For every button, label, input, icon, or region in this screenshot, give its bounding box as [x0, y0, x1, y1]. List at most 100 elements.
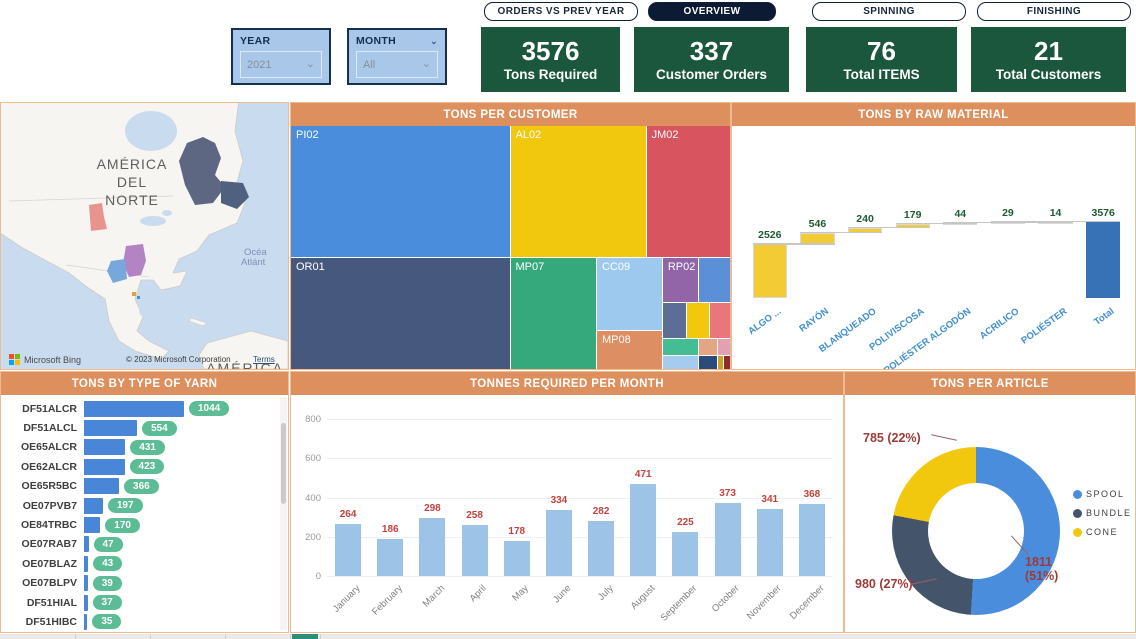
treemap-cell-cc09[interactable]: CC09	[595, 257, 664, 333]
month-bar-november[interactable]	[756, 509, 783, 576]
yarn-scrollbar[interactable]	[280, 397, 287, 630]
treemap-cell[interactable]	[698, 257, 730, 304]
treemap-cell-rp02[interactable]: RP02	[661, 257, 701, 304]
month-bar-june[interactable]	[545, 510, 572, 576]
month-bar-december[interactable]	[798, 503, 825, 576]
month-bar-february[interactable]	[377, 539, 404, 576]
legend-item-spool[interactable]: SPOOL	[1073, 489, 1132, 499]
treemap-cell[interactable]	[716, 337, 730, 358]
month-value-label: 264	[339, 509, 357, 521]
yarn-bar[interactable]	[84, 497, 103, 514]
month-value-label: 373	[719, 487, 736, 499]
month-bar-march[interactable]	[419, 517, 446, 576]
waterfall-bar-0[interactable]	[752, 244, 787, 298]
north-america-map[interactable]: AMÉRICA DEL NORTE Océa Atlánt	[1, 103, 288, 369]
yarn-row-oe65alcr: OE65ALCR 431	[1, 438, 288, 457]
treemap-cell[interactable]	[661, 301, 689, 340]
treemap-cell[interactable]	[686, 301, 712, 340]
yarn-bar[interactable]	[84, 478, 120, 495]
yarn-bar[interactable]	[84, 517, 101, 534]
kpi-tons-required: 3576 Tons Required	[481, 27, 620, 92]
waterfall-connector	[847, 226, 930, 229]
bottom-strip-active-segment[interactable]	[292, 634, 318, 639]
waterfall-category-label: ACRILICO	[977, 306, 1022, 342]
panel-title: TONNES REQUIRED PER MONTH	[291, 372, 843, 395]
yarn-category-label: OE07BLPV	[22, 577, 77, 590]
map-terms-link[interactable]: Terms	[253, 355, 275, 364]
month-bar-july[interactable]	[588, 520, 615, 576]
treemap-cell[interactable]	[661, 337, 701, 358]
gridline	[327, 419, 833, 420]
yarn-bar[interactable]	[84, 613, 88, 630]
treemap-cell-al02[interactable]: AL02	[509, 126, 648, 260]
yarn-row-oe07pvb7: OE07PVB7 197	[1, 496, 288, 515]
yarn-bar[interactable]	[84, 536, 89, 553]
tons-per-customer-panel: TONS PER CUSTOMER PI02 AL02 JM02 OR01 MP07 CC…	[290, 102, 731, 370]
kpi-customer-orders: 337 Customer Orders	[634, 27, 789, 92]
kpi-total-customers: 21 Total Customers	[971, 27, 1126, 92]
month-bar-september[interactable]	[672, 531, 699, 576]
yarn-category-label: DF51HIAL	[26, 596, 77, 609]
month-bar-august[interactable]	[630, 483, 657, 576]
waterfall-connector	[990, 221, 1073, 223]
y-axis-tick-label: 400	[305, 492, 321, 504]
donut-chart: 1811 (51%) 980 (27%) 785 (22%) SPOOL BUNDLE C…	[845, 395, 1135, 632]
month-axis-label: July	[595, 583, 616, 603]
bing-logo: Microsoft Bing	[9, 354, 81, 365]
legend-item-cone[interactable]: CONE	[1073, 527, 1132, 537]
yarn-bar[interactable]	[84, 575, 88, 592]
yarn-value-pill: 43	[93, 556, 123, 572]
month-axis-label: February	[369, 583, 405, 618]
panel-title: TONS PER CUSTOMER	[291, 103, 730, 126]
waterfall-total-value: 3576	[1091, 207, 1115, 219]
waterfall-total-bar[interactable]	[1086, 222, 1121, 298]
treemap-cell-or01[interactable]: OR01	[291, 257, 512, 369]
month-value-label: 368	[803, 488, 821, 500]
legend-item-bundle[interactable]: BUNDLE	[1073, 508, 1132, 518]
yarn-category-label: OE65R5BC	[21, 480, 77, 493]
nav-overview[interactable]: OVERVIEW	[648, 2, 776, 21]
yarn-value-pill: 170	[105, 517, 140, 533]
nav-spinning[interactable]: SPINNING	[812, 2, 966, 21]
yarn-bar[interactable]	[84, 458, 125, 475]
treemap-cell-jm02[interactable]: JM02	[645, 126, 730, 260]
month-bar-april[interactable]	[461, 525, 488, 576]
month-axis-label: March	[420, 583, 447, 610]
nav-finishing[interactable]: FINISHING	[977, 2, 1131, 21]
nav-orders-vs-prev-year[interactable]: ORDERS VS PREV YEAR	[484, 2, 638, 21]
yarn-bar[interactable]	[84, 439, 126, 456]
yarn-category-label: OE07BLAZ	[22, 557, 77, 570]
month-value-label: 471	[634, 468, 652, 480]
map-body[interactable]: AMÉRICA DEL NORTE Océa Atlánt Microsoft …	[1, 103, 288, 369]
bottom-page-strip[interactable]	[0, 634, 1136, 639]
treemap-cell-mp08[interactable]: MP08	[595, 330, 664, 369]
month-dropdown[interactable]: All ⌄	[356, 51, 438, 78]
month-axis-label: December	[787, 583, 827, 622]
month-bar-october[interactable]	[714, 502, 741, 576]
treemap-cell[interactable]	[716, 355, 725, 369]
yarn-scrollbar-thumb[interactable]	[281, 422, 286, 505]
treemap-cell-pi02[interactable]: PI02	[291, 126, 512, 260]
yarn-bar[interactable]	[84, 400, 184, 417]
yarn-row-df51alcr: DF51ALCR 1044	[1, 399, 288, 418]
yarn-row-oe84trbc: OE84TRBC 170	[1, 515, 288, 534]
chevron-down-icon: ⌄	[421, 58, 431, 70]
treemap-cell[interactable]	[722, 355, 730, 369]
donut-ring[interactable]	[892, 447, 1060, 615]
year-dropdown[interactable]: 2021 ⌄	[240, 51, 322, 78]
month-slicer: MONTH ⌄ All ⌄	[347, 28, 447, 85]
yarn-bar[interactable]	[84, 420, 138, 437]
treemap-cell[interactable]	[698, 337, 719, 358]
treemap-cell[interactable]	[661, 355, 701, 369]
chevron-down-icon[interactable]: ⌄	[430, 35, 438, 46]
kpi-label: Tons Required	[503, 66, 598, 82]
month-value-label: 186	[381, 524, 399, 536]
treemap-cell-mp07[interactable]: MP07	[509, 257, 598, 369]
treemap-cell[interactable]	[709, 301, 730, 340]
kpi-label: Total Customers	[995, 66, 1102, 82]
month-bar-may[interactable]	[503, 541, 530, 576]
yarn-bar[interactable]	[84, 594, 88, 611]
yarn-bar[interactable]	[84, 555, 89, 572]
month-bar-january[interactable]	[335, 524, 362, 576]
treemap-cell[interactable]	[698, 355, 719, 369]
